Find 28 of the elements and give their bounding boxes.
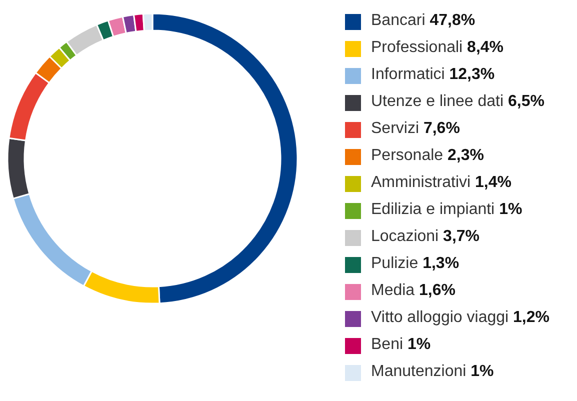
data-label: 3,7%: [443, 228, 480, 246]
legend-label: Amministrativi: [371, 174, 471, 192]
legend-label: Pulizie: [371, 255, 418, 272]
legend-label: Vitto alloggio viaggi: [371, 309, 509, 326]
data-label: 12,3%: [449, 66, 495, 84]
data-label: 6,5%: [508, 93, 544, 110]
legend-label: Informatici: [371, 66, 445, 84]
legend-label: Edilizia e impianti: [371, 201, 495, 218]
data-label: 2,3%: [448, 147, 484, 164]
legend-label: Manutenzioni: [371, 363, 466, 380]
data-label: 1%: [499, 201, 522, 218]
data-label: 1,2%: [513, 309, 550, 326]
legend-label: Beni: [371, 336, 404, 354]
data-label: 1,4%: [475, 174, 512, 192]
data-label: 1%: [470, 363, 494, 380]
data-label: 1,6%: [419, 282, 456, 300]
legend-label: Locazioni: [371, 228, 439, 246]
legend-label: Media: [371, 282, 415, 300]
legend-label: Utenze e linee dati: [371, 93, 504, 110]
data-label: 1%: [407, 336, 431, 354]
legend-label: Professionali: [371, 39, 463, 56]
data-label: 7,6%: [423, 120, 460, 138]
legend-label: Bancari: [371, 12, 426, 30]
legend-label: Servizi: [371, 120, 420, 138]
data-label: 47,8%: [430, 12, 476, 30]
data-label: 1,3%: [422, 255, 460, 272]
data-label: 8,4%: [467, 39, 504, 56]
legend-label: Personale: [371, 147, 444, 164]
